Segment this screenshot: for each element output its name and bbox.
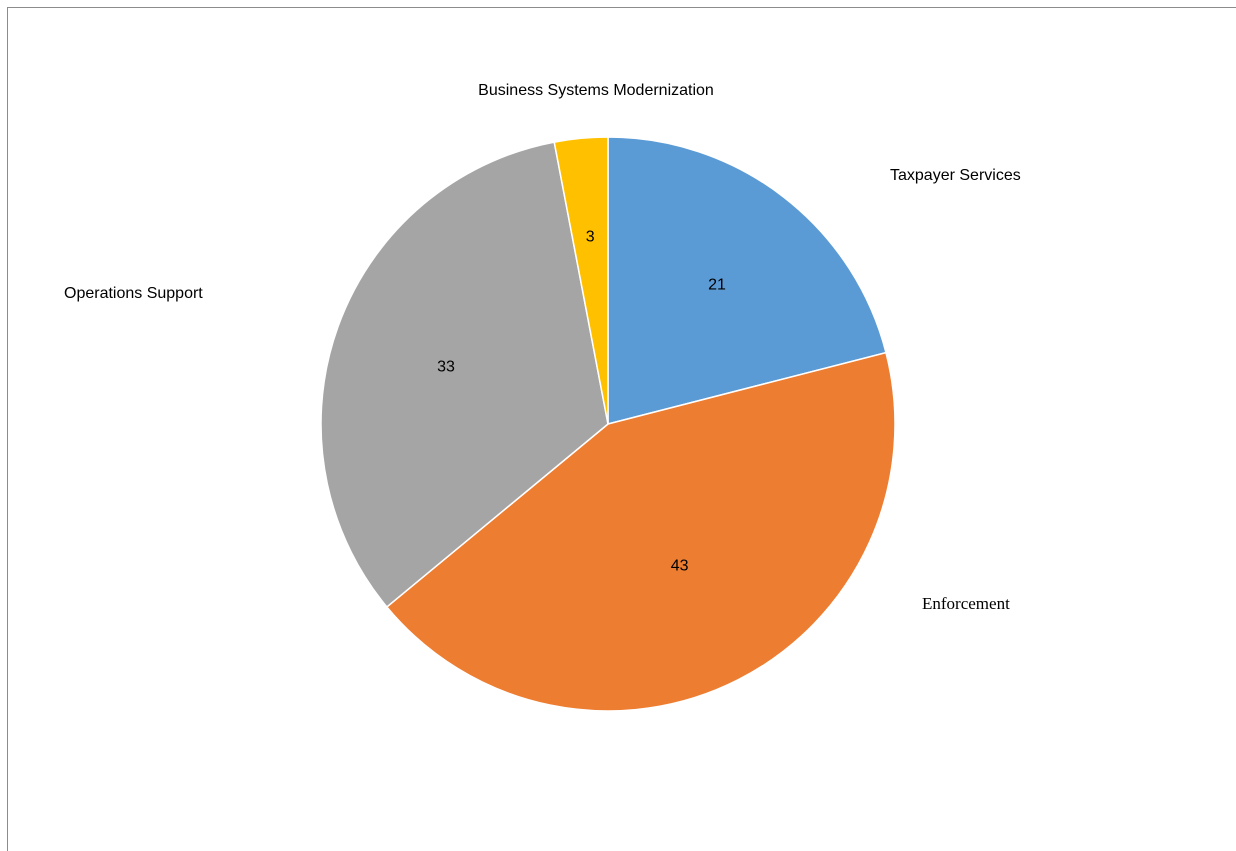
data-label-enforcement: 43 <box>671 558 689 575</box>
pie-slice-taxpayer-services <box>607 136 887 425</box>
pie-slice-operations-support <box>320 141 609 608</box>
category-label-business-systems-modernization: Business Systems Modernization <box>478 82 714 99</box>
pie-slice-enforcement <box>385 351 896 712</box>
chart-frame <box>7 7 1236 851</box>
data-label-business-systems-modernization: 3 <box>586 228 595 245</box>
category-label-taxpayer-services: Taxpayer Services <box>890 167 1021 184</box>
pie-slice-business-systems-modernization <box>553 136 609 425</box>
category-label-operations-support: Operations Support <box>64 285 203 302</box>
category-label-enforcement: Enforcement <box>922 594 1010 613</box>
data-label-taxpayer-services: 21 <box>708 276 726 293</box>
data-label-operations-support: 33 <box>437 359 455 376</box>
